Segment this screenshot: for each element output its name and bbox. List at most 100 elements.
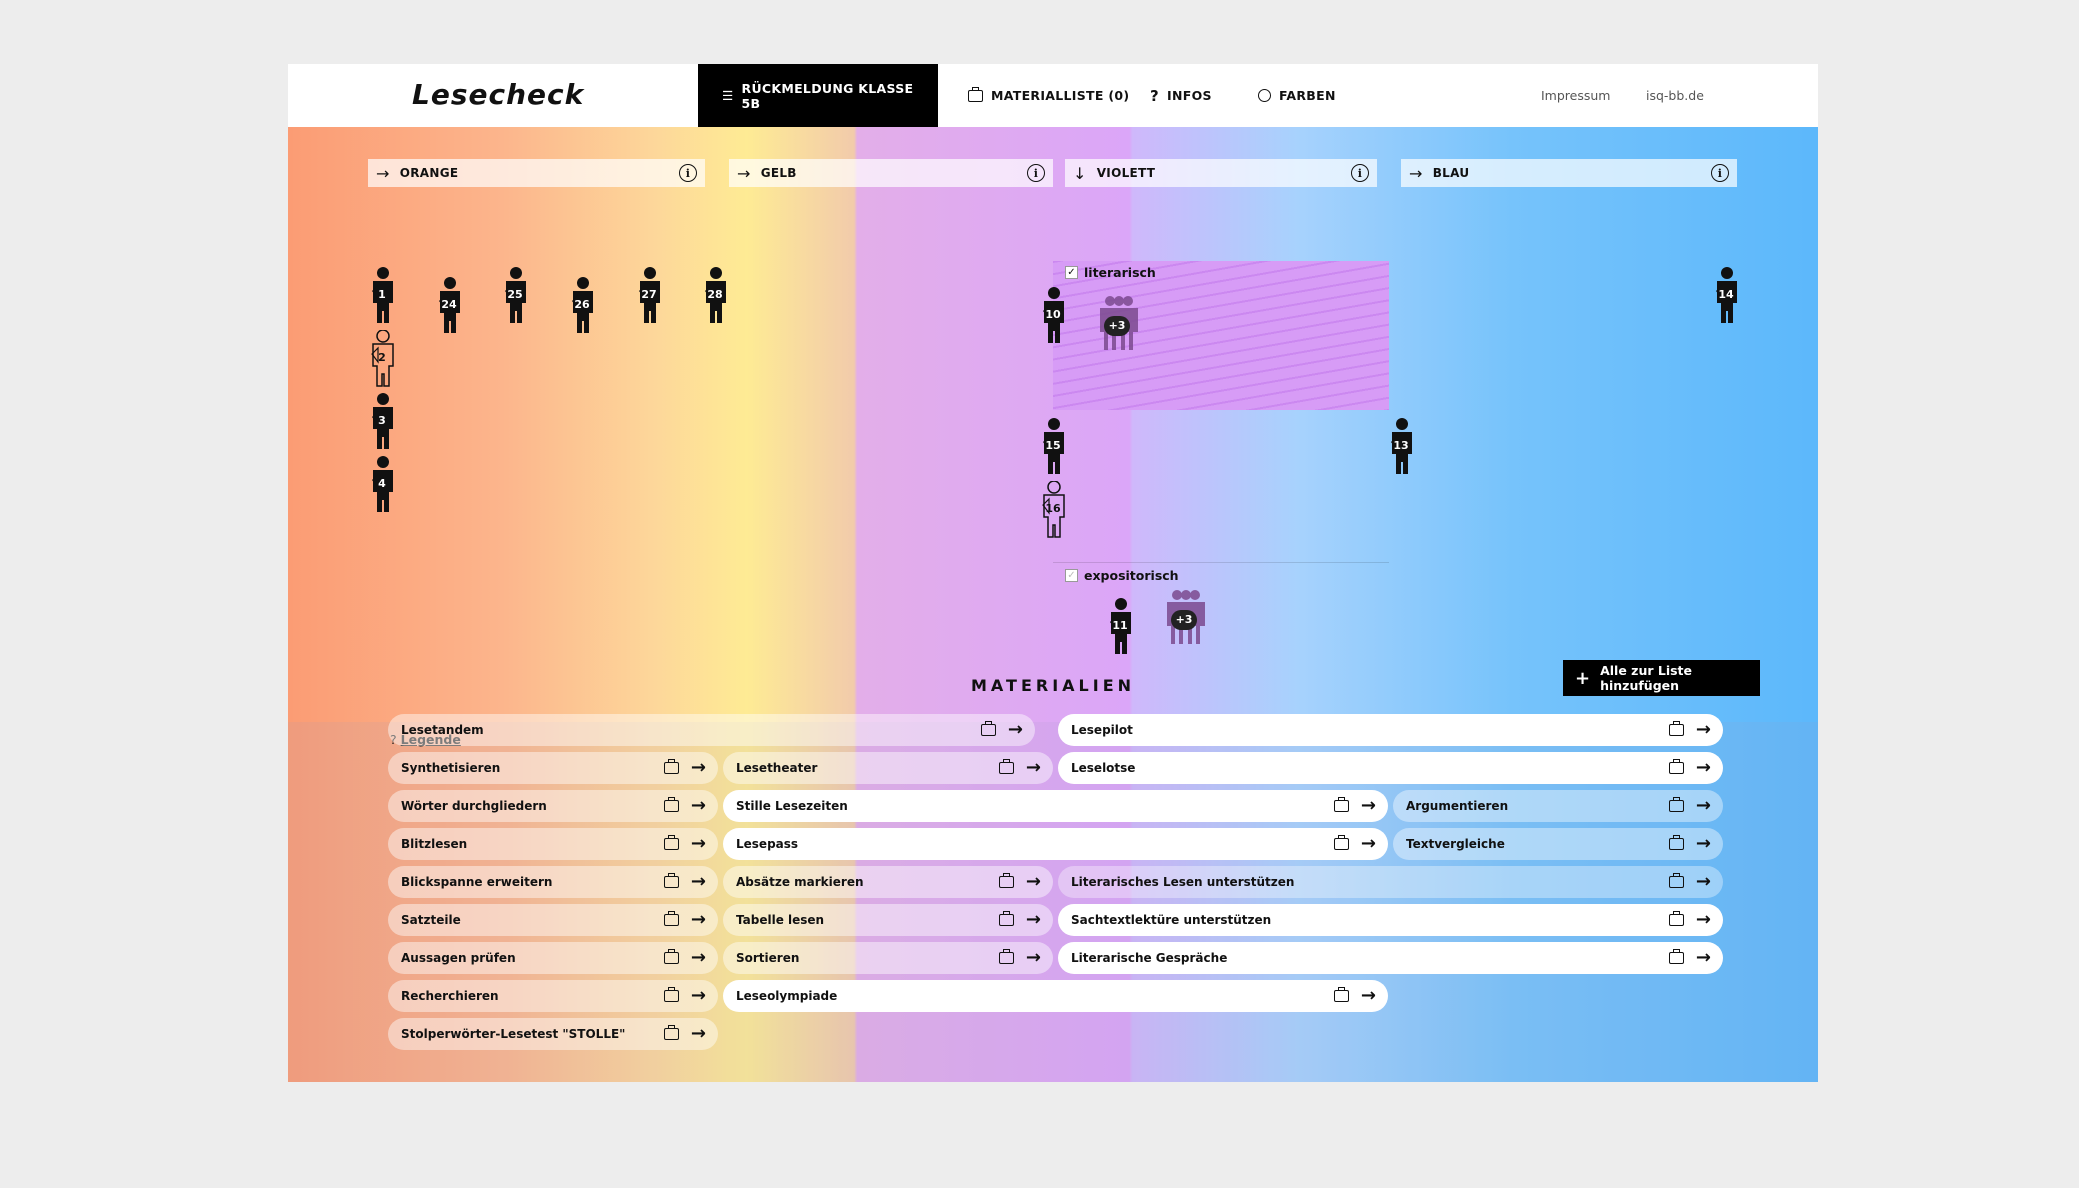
arrow-right-icon[interactable]: → (1695, 795, 1711, 816)
material-item-stolle[interactable]: Stolperwörter-Lesetest "STOLLE" → (388, 1018, 718, 1050)
arrow-right-icon[interactable]: → (1695, 757, 1711, 778)
briefcase-icon[interactable] (663, 949, 679, 964)
briefcase-icon[interactable] (663, 987, 679, 1002)
material-item-argumentieren[interactable]: Argumentieren → (1393, 790, 1723, 822)
column-header-orange[interactable]: → ORANGE i (368, 159, 705, 187)
arrow-right-icon[interactable]: → (1695, 871, 1711, 892)
student-icon[interactable]: 25 (501, 267, 531, 325)
material-item-tabelle[interactable]: Tabelle lesen → (723, 904, 1053, 936)
material-item-recherchieren[interactable]: Recherchieren → (388, 980, 718, 1012)
student-icon[interactable]: 24 (435, 277, 465, 335)
add-all-button[interactable]: + Alle zur Liste hinzufügen (1563, 660, 1760, 696)
legend-link[interactable]: ? Legende (390, 732, 461, 747)
arrow-right-icon[interactable]: → (1695, 909, 1711, 930)
student-icon[interactable]: 10 (1039, 287, 1069, 345)
briefcase-icon[interactable] (998, 911, 1014, 926)
student-icon[interactable]: 4 (368, 456, 398, 514)
arrow-right-icon[interactable]: → (690, 985, 706, 1006)
material-item-gespraeche[interactable]: Literarische Gespräche → (1058, 942, 1723, 974)
material-item-sachtext[interactable]: Sachtextlektüre unterstützen → (1058, 904, 1723, 936)
briefcase-icon[interactable] (663, 1025, 679, 1040)
briefcase-icon[interactable] (1668, 721, 1684, 736)
arrow-right-icon[interactable]: → (1695, 719, 1711, 740)
arrow-right-icon[interactable]: → (1025, 871, 1041, 892)
checkbox-icon[interactable]: ✓ (1065, 569, 1078, 582)
arrow-right-icon[interactable]: → (1025, 947, 1041, 968)
info-nav-button[interactable]: ? INFOS (1150, 64, 1212, 127)
arrow-right-icon[interactable]: → (1695, 833, 1711, 854)
material-item-sortieren[interactable]: Sortieren → (723, 942, 1053, 974)
briefcase-icon[interactable] (1668, 835, 1684, 850)
student-icon[interactable]: 13 (1387, 418, 1417, 476)
arrow-right-icon[interactable]: → (690, 795, 706, 816)
material-item-textvergleiche[interactable]: Textvergleiche → (1393, 828, 1723, 860)
column-header-gelb[interactable]: → GELB i (729, 159, 1053, 187)
info-icon[interactable]: i (679, 164, 697, 182)
student-icon[interactable]: 15 (1039, 418, 1069, 476)
briefcase-icon[interactable] (1668, 797, 1684, 812)
briefcase-icon[interactable] (663, 873, 679, 888)
arrow-right-icon[interactable]: → (690, 947, 706, 968)
student-icon[interactable]: 27 (635, 267, 665, 325)
info-icon[interactable]: i (1711, 164, 1729, 182)
arrow-right-icon[interactable]: → (690, 1023, 706, 1044)
student-group[interactable]: +3 (1163, 589, 1209, 647)
briefcase-icon[interactable] (1333, 987, 1349, 1002)
imprint-link[interactable]: Impressum (1541, 88, 1611, 103)
student-icon[interactable]: 1 (368, 267, 398, 325)
student-icon[interactable]: 14 (1712, 267, 1742, 325)
briefcase-icon[interactable] (1333, 797, 1349, 812)
material-item-satzteile[interactable]: Satzteile → (388, 904, 718, 936)
arrow-right-icon[interactable]: → (690, 871, 706, 892)
column-header-blau[interactable]: → BLAU i (1401, 159, 1737, 187)
info-icon[interactable]: i (1027, 164, 1045, 182)
briefcase-icon[interactable] (663, 759, 679, 774)
arrow-right-icon[interactable]: → (1695, 947, 1711, 968)
briefcase-icon[interactable] (998, 949, 1014, 964)
expositorisch-toggle[interactable]: ✓ expositorisch (1065, 568, 1179, 583)
briefcase-icon[interactable] (998, 873, 1014, 888)
material-item-blitzlesen[interactable]: Blitzlesen → (388, 828, 718, 860)
material-item-aussagen[interactable]: Aussagen prüfen → (388, 942, 718, 974)
materials-nav-button[interactable]: MATERIALLISTE (0) (968, 64, 1129, 127)
briefcase-icon[interactable] (663, 911, 679, 926)
briefcase-icon[interactable] (998, 759, 1014, 774)
material-item-lesepilot[interactable]: Lesepilot → (1058, 714, 1723, 746)
material-item-lesetheater[interactable]: Lesetheater → (723, 752, 1053, 784)
arrow-right-icon[interactable]: → (1007, 719, 1023, 740)
material-item-woerter[interactable]: Wörter durchgliedern → (388, 790, 718, 822)
briefcase-icon[interactable] (1668, 911, 1684, 926)
briefcase-icon[interactable] (980, 721, 996, 736)
briefcase-icon[interactable] (1333, 835, 1349, 850)
info-icon[interactable]: i (1351, 164, 1369, 182)
arrow-right-icon[interactable]: → (1360, 833, 1376, 854)
briefcase-icon[interactable] (663, 797, 679, 812)
student-icon[interactable]: 16 (1039, 480, 1069, 539)
material-item-stille[interactable]: Stille Lesezeiten → (723, 790, 1388, 822)
briefcase-icon[interactable] (1668, 949, 1684, 964)
arrow-right-icon[interactable]: → (690, 757, 706, 778)
student-icon[interactable]: 11 (1106, 598, 1136, 656)
student-icon[interactable]: 28 (701, 267, 731, 325)
student-icon[interactable]: 26 (568, 277, 598, 335)
material-item-absaetze[interactable]: Absätze markieren → (723, 866, 1053, 898)
feedback-nav-button[interactable]: ☰ RÜCKMELDUNG KLASSE 5B (698, 64, 938, 127)
briefcase-icon[interactable] (1668, 873, 1684, 888)
arrow-right-icon[interactable]: → (1025, 757, 1041, 778)
material-item-leselotse[interactable]: Leselotse → (1058, 752, 1723, 784)
arrow-right-icon[interactable]: → (1025, 909, 1041, 930)
logo[interactable]: Lesecheck (412, 78, 585, 111)
literarisch-toggle[interactable]: ✓ literarisch (1065, 265, 1156, 280)
material-item-lesetandem[interactable]: Lesetandem → (388, 714, 1035, 746)
student-icon[interactable]: 2 (368, 329, 398, 388)
arrow-right-icon[interactable]: → (690, 833, 706, 854)
column-header-violett[interactable]: ↓ VIOLETT i (1065, 159, 1377, 187)
arrow-right-icon[interactable]: → (1360, 795, 1376, 816)
briefcase-icon[interactable] (663, 835, 679, 850)
colors-nav-button[interactable]: FARBEN (1258, 64, 1336, 127)
material-item-blickspanne[interactable]: Blickspanne erweitern → (388, 866, 718, 898)
material-item-leseolympiade[interactable]: Leseolympiade → (723, 980, 1388, 1012)
arrow-right-icon[interactable]: → (690, 909, 706, 930)
site-link[interactable]: isq-bb.de (1646, 88, 1704, 103)
material-item-synthetisieren[interactable]: Synthetisieren → (388, 752, 718, 784)
